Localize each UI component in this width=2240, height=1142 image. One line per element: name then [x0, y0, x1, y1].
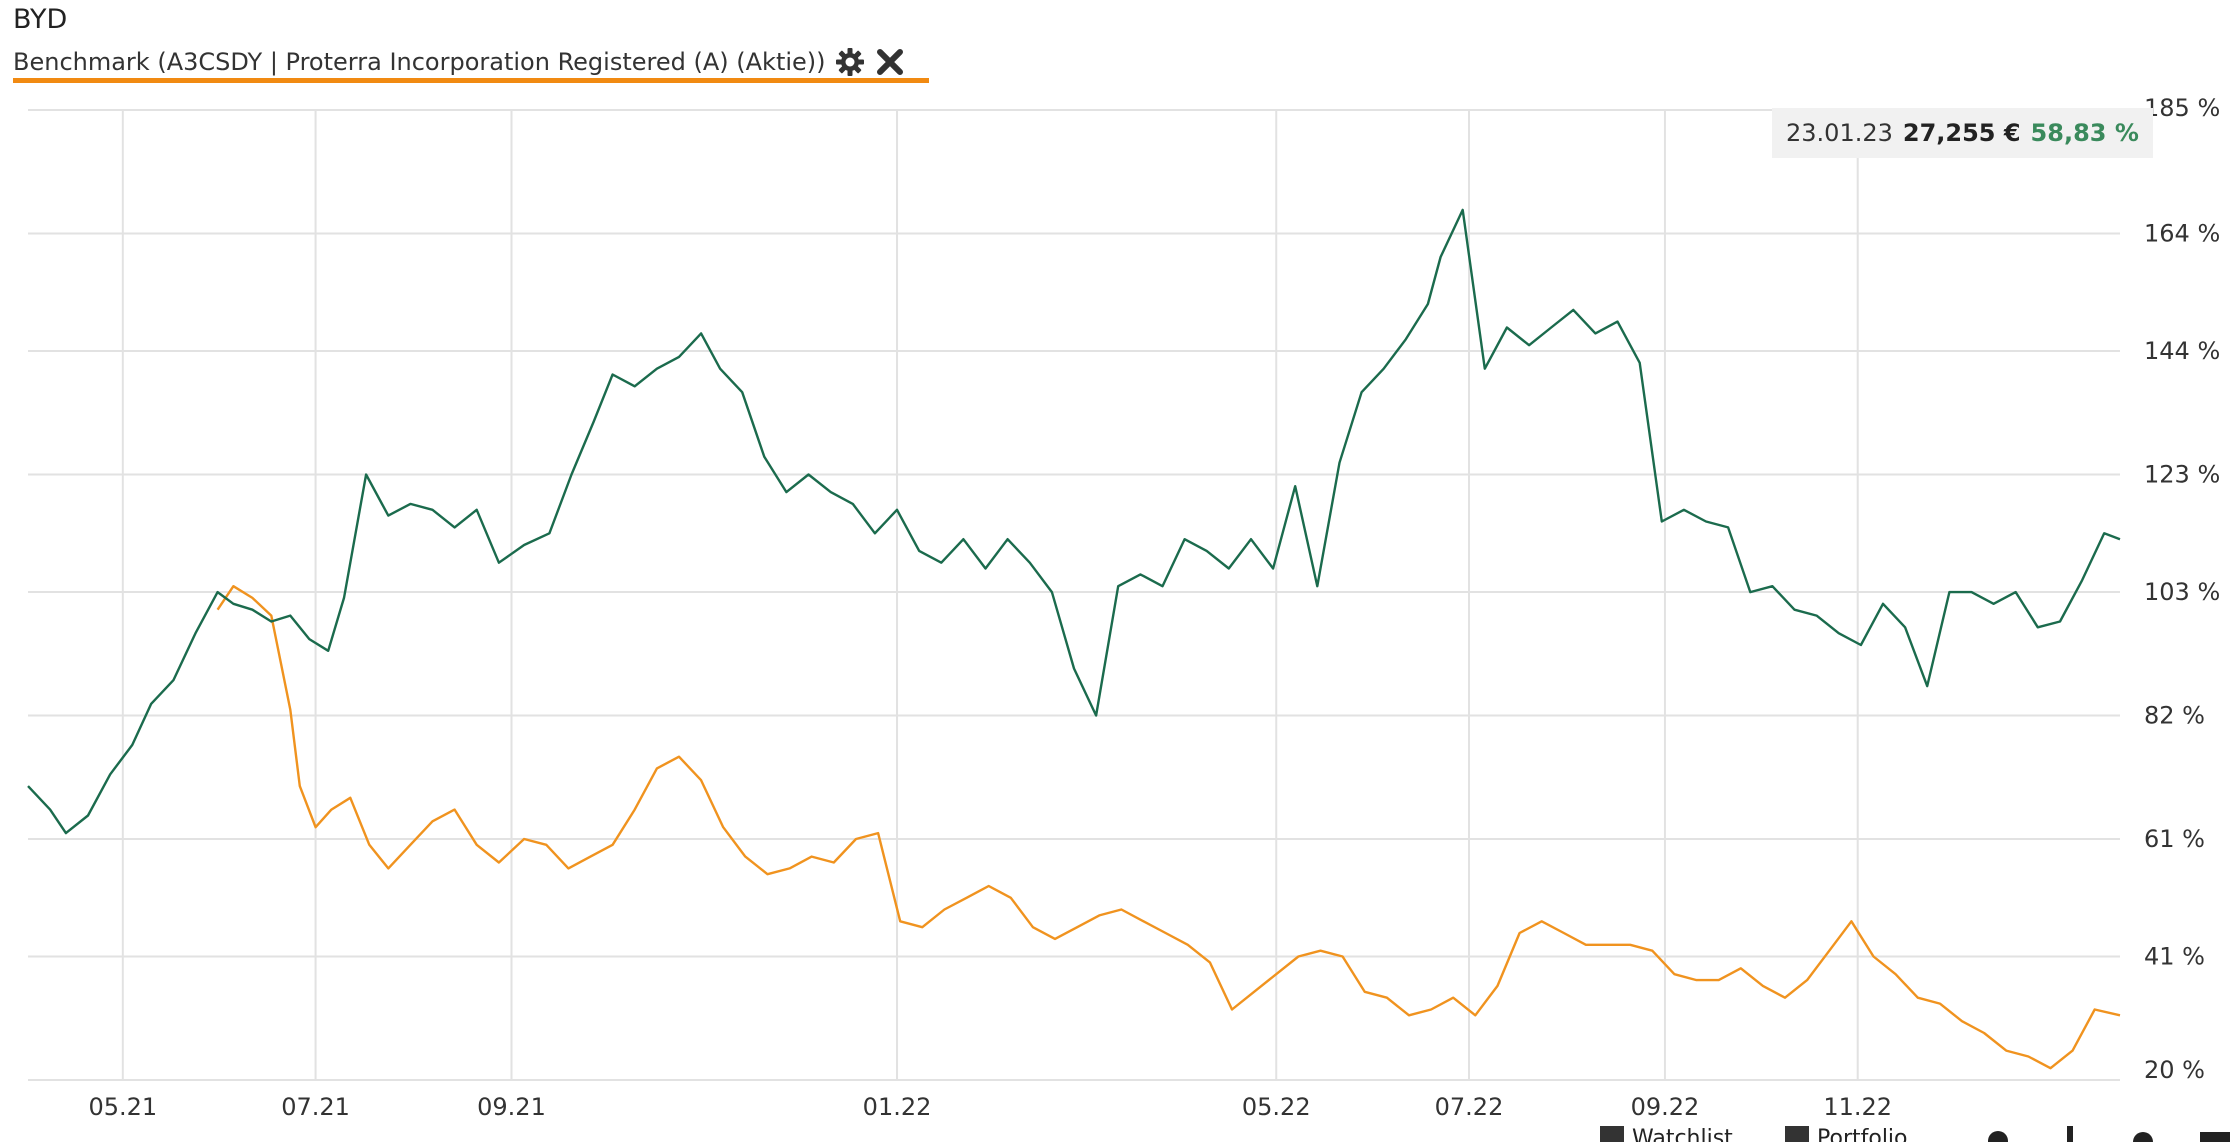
- portfolio-label: Portfolio: [1817, 1126, 1908, 1142]
- tooltip-date: 23.01.23: [1786, 119, 1893, 147]
- settings-icon[interactable]: [2130, 1126, 2156, 1142]
- watchlist-button[interactable]: Watchlist: [1600, 1126, 1733, 1142]
- stock-title: BYD: [13, 4, 68, 35]
- tooltip-price: 27,255 €: [1902, 119, 2021, 147]
- x-tick-label: 01.22: [863, 1093, 932, 1121]
- x-tick-label: 05.21: [88, 1093, 157, 1121]
- gear-icon[interactable]: [834, 46, 866, 78]
- chart-series: [27, 208, 2121, 1070]
- y-tick-label: 185 %: [2144, 94, 2220, 122]
- series-line-a3csdy: [216, 585, 2121, 1070]
- x-tick-label: 09.22: [1631, 1093, 1700, 1121]
- download-icon[interactable]: [2057, 1126, 2083, 1142]
- y-tick-label: 164 %: [2144, 219, 2220, 247]
- portfolio-button[interactable]: Portfolio: [1785, 1126, 1908, 1142]
- x-tick-label: 09.21: [477, 1093, 546, 1121]
- y-tick-label: 41 %: [2144, 943, 2205, 971]
- y-tick-label: 123 %: [2144, 460, 2220, 488]
- close-icon[interactable]: [874, 46, 906, 78]
- folder-icon[interactable]: [2200, 1126, 2230, 1142]
- y-tick-label: 20 %: [2144, 1056, 2205, 1084]
- x-tick-label: 05.22: [1242, 1093, 1311, 1121]
- y-tick-label: 82 %: [2144, 702, 2205, 730]
- y-tick-label: 103 %: [2144, 578, 2220, 606]
- y-tick-label: 144 %: [2144, 337, 2220, 365]
- benchmark-underline: [13, 78, 929, 83]
- chart-ticks: 185 % 164 % 144 % 123 % 103 % 82 % 61 % 41 % 20 …: [88, 94, 2220, 1121]
- chart-grid: [28, 109, 2120, 1081]
- tooltip-percent: 58,83 %: [2030, 119, 2139, 147]
- series-line-byd: [27, 208, 2121, 835]
- plus-icon: [1600, 1126, 1624, 1142]
- benchmark-label[interactable]: Benchmark (A3CSDY | Proterra Incorporati…: [13, 48, 826, 76]
- x-tick-label: 11.22: [1823, 1093, 1892, 1121]
- x-tick-label: 07.21: [281, 1093, 350, 1121]
- y-tick-label: 61 %: [2144, 825, 2205, 853]
- hover-tooltip: 23.01.23 27,255 € 58,83 %: [1772, 108, 2153, 158]
- bell-icon[interactable]: [1985, 1126, 2011, 1142]
- benchmark-legend: Benchmark (A3CSDY | Proterra Incorporati…: [13, 46, 906, 78]
- x-tick-label: 07.22: [1435, 1093, 1504, 1121]
- plus-icon: [1785, 1126, 1809, 1142]
- watchlist-label: Watchlist: [1632, 1126, 1733, 1142]
